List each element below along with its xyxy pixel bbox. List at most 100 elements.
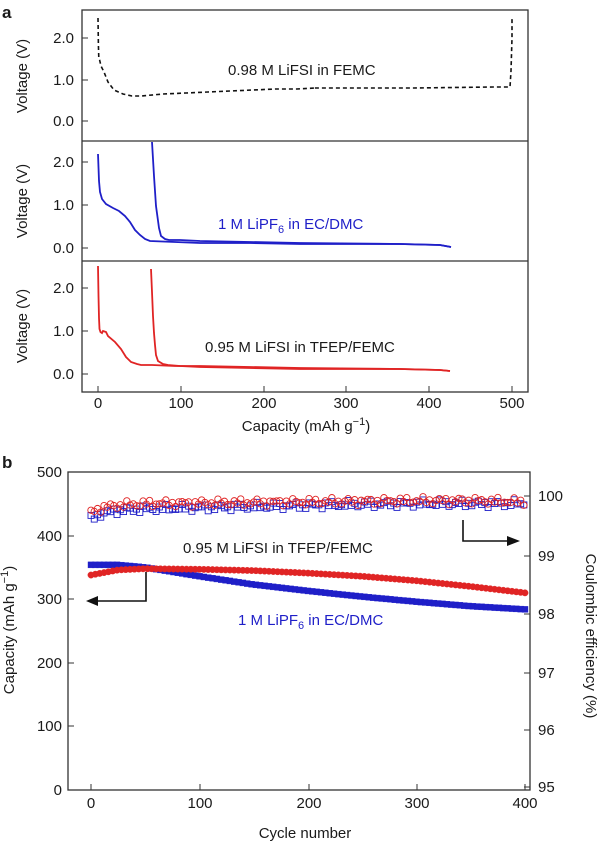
b-annotation-lipf6: 1 M LiPF6 in EC/DMC: [238, 612, 383, 632]
a1-ylabel: Voltage (V): [14, 39, 31, 113]
a3-ytick-label-0: 0.0: [53, 366, 74, 383]
b-ytick-right-label-4: 99: [538, 548, 555, 565]
data-point: [188, 503, 196, 511]
panel-b-annotations: 0.95 M LiFSI in TFEP/FEMC 1 M LiPF6 in E…: [86, 520, 520, 632]
data-point: [412, 497, 421, 505]
data-point: [302, 501, 310, 509]
panel-a-frame: [81, 9, 529, 393]
right-axis-arrow-head: [507, 536, 520, 546]
left-axis-arrow: [86, 572, 147, 606]
data-point: [403, 493, 411, 502]
a2-ytick-label-2: 2.0: [53, 154, 74, 171]
b-ytick-label-4: 400: [37, 528, 62, 545]
data-point: [406, 498, 414, 507]
data-point: [520, 501, 528, 509]
b-ytick-right-label-1: 96: [538, 722, 555, 739]
b-ytick-label-1: 100: [37, 718, 62, 735]
b-xtick-label-1: 100: [187, 795, 212, 812]
b-ytick-right-label-2: 97: [538, 665, 555, 682]
data-point: [354, 501, 362, 509]
data-point: [123, 497, 131, 505]
a-xlabel-main: Capacity (mAh g: [242, 418, 353, 435]
b-ylabel-close: ): [1, 566, 18, 571]
panel-b-xaxis: 0 100 200 300 400 Cycle number: [87, 784, 538, 842]
data-point: [132, 502, 141, 510]
b-xlabel: Cycle number: [259, 825, 352, 842]
panel-b-markers: [87, 493, 529, 613]
a3-curve-lifsi-charge: [150, 268, 451, 372]
subplot-a3: 0.0 1.0 2.0 Voltage (V) 0.95 M LiFSI in …: [14, 265, 451, 383]
data-point: [224, 500, 232, 509]
data-point: [136, 502, 144, 510]
data-point: [272, 497, 281, 505]
data-point: [393, 500, 401, 508]
b-ylabel-sup: −1: [0, 571, 11, 584]
panel-b-right-axis: 95 96 97 98 99 100 Coulombic efficiency …: [524, 488, 599, 796]
subplot-a1: 0.0 1.0 2.0 Voltage (V) 0.98 M LiFSI in …: [14, 17, 513, 130]
panel-b-left-axis: 0 100 200 300 400 500 Capacity (mAh g−1): [0, 464, 74, 799]
a2-annotation: 1 M LiPF6 in EC/DMC: [218, 216, 363, 236]
data-point: [87, 506, 95, 514]
a2-curve-lipf6-charge: [151, 141, 452, 248]
panel-a-plot-area: [81, 9, 529, 393]
a2-ytick-label-1: 1.0: [53, 197, 74, 214]
a1-ytick-label-0: 0.0: [53, 113, 74, 130]
data-point: [494, 493, 502, 502]
data-point: [97, 508, 105, 516]
data-point: [455, 494, 463, 503]
right-axis-arrow: [462, 520, 520, 546]
a1-ytick-label-2: 2.0: [53, 30, 74, 47]
a2-curve-lipf6-discharge: [97, 153, 452, 248]
b-xtick-label-4: 400: [512, 795, 537, 812]
data-point: [377, 499, 385, 508]
b-ytick-label-5: 500: [37, 464, 62, 481]
subplot-a2-yticks: 0.0 1.0 2.0: [53, 154, 88, 257]
right-axis-arrow-line: [462, 520, 507, 542]
b-annotation-lipf6-main: 1 M LiPF: [238, 612, 298, 629]
panel-b-frame: [67, 471, 531, 791]
a-xlabel-sup: −1: [353, 416, 366, 428]
a2-annotation-tail: in EC/DMC: [284, 216, 363, 233]
b-ytick-right-label-0: 95: [538, 779, 555, 796]
data-point: [211, 501, 219, 510]
a-xtick-label-2: 200: [251, 395, 276, 412]
b-annotation-lipf6-sub: 6: [298, 620, 304, 632]
data-point: [521, 589, 529, 597]
a-xtick-label-4: 400: [416, 395, 441, 412]
a2-ytick-label-0: 0.0: [53, 240, 74, 257]
data-point: [285, 500, 294, 508]
b-annotation-lifsi: 0.95 M LiFSI in TFEP/FEMC: [183, 540, 373, 557]
data-point: [510, 494, 518, 502]
b-ytick-right-label-3: 98: [538, 606, 555, 623]
data-point: [119, 503, 128, 511]
data-point: [517, 496, 525, 504]
b-ylabel-main: Capacity (mAh g: [1, 583, 18, 694]
subplot-a1-yticks: 0.0 1.0 2.0: [53, 30, 88, 130]
data-point: [181, 499, 190, 507]
data-point: [263, 502, 271, 510]
b-ylabel-left: Capacity (mAh g−1): [0, 566, 18, 694]
b-ylabel-right: Coulombic efficiency (%): [582, 554, 599, 719]
a-xtick-label-5: 500: [499, 395, 524, 412]
subplot-a3-yticks: 0.0 1.0 2.0: [53, 280, 88, 383]
data-point: [419, 493, 427, 501]
a-xtick-label-3: 300: [333, 395, 358, 412]
a-xlabel: Capacity (mAh g−1): [242, 416, 370, 435]
a-xtick-label-0: 0: [94, 395, 102, 412]
a1-ytick-label-1: 1.0: [53, 72, 74, 89]
left-axis-arrow-head: [86, 596, 98, 606]
b-xtick-label-3: 300: [404, 795, 429, 812]
a2-annotation-sub: 6: [278, 224, 284, 236]
a3-ytick-label-1: 1.0: [53, 323, 74, 340]
a2-ylabel: Voltage (V): [14, 164, 31, 238]
a3-annotation: 0.95 M LiFSI in TFEP/FEMC: [205, 339, 395, 356]
a1-annotation: 0.98 M LiFSI in FEMC: [228, 62, 376, 79]
data-point: [237, 495, 245, 503]
b-xtick-label-0: 0: [87, 795, 95, 812]
panel-a-xaxis: 0 100 200 300 400 500 Capacity (mAh g−1): [94, 386, 525, 435]
a3-ylabel: Voltage (V): [14, 289, 31, 363]
b-ytick-label-2: 200: [37, 655, 62, 672]
a-xtick-label-1: 100: [168, 395, 193, 412]
subplot-a2: 0.0 1.0 2.0 Voltage (V) 1 M LiPF6 in EC/…: [14, 141, 452, 257]
